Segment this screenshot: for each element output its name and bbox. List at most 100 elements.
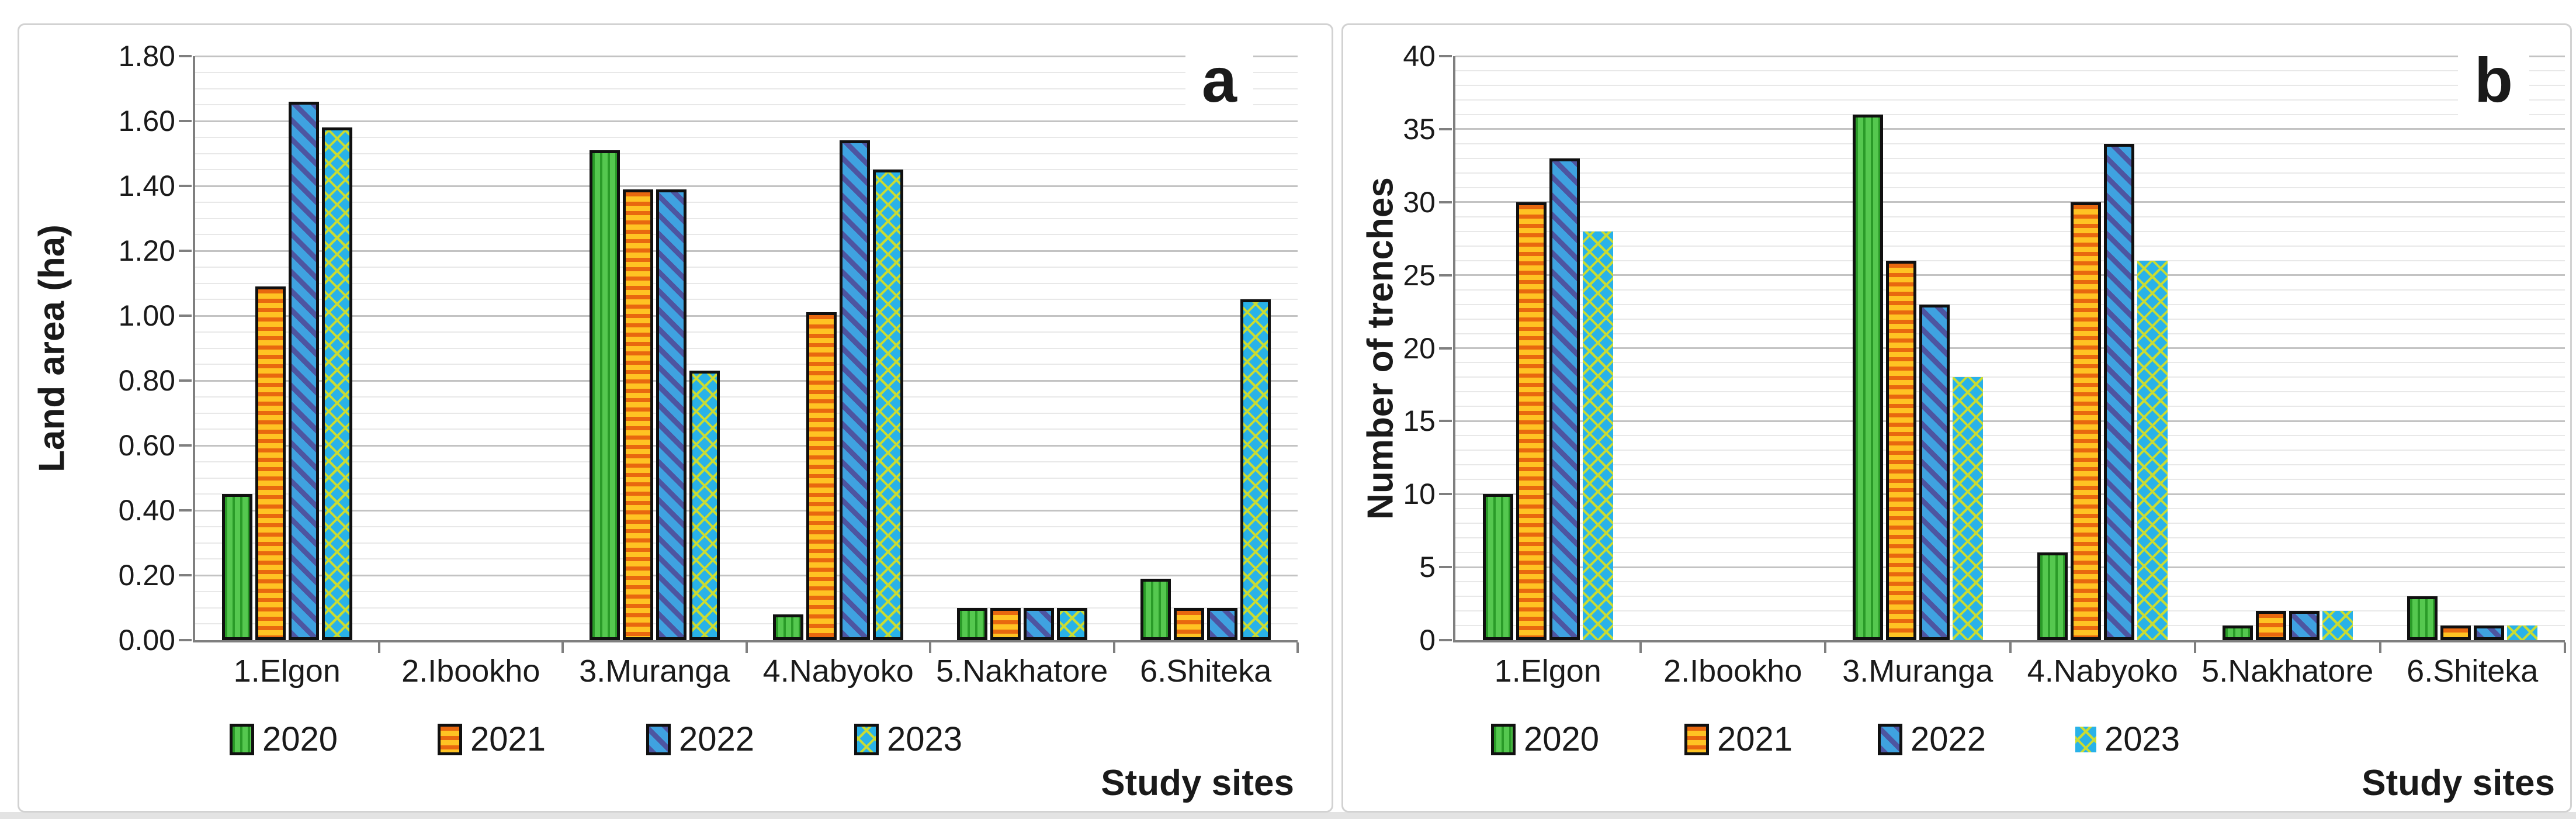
bar-2023-6.Shiteka bbox=[1240, 299, 1271, 640]
gridline-minor bbox=[1455, 260, 2565, 261]
bar-2020-5.Nakhatore bbox=[2222, 626, 2253, 640]
legend-item-2021: 2021 bbox=[438, 723, 546, 756]
bar-2023-5.Nakhatore bbox=[2322, 611, 2353, 640]
y-tick-label: 10 bbox=[1403, 478, 1436, 511]
x-category-label: 6.Shiteka bbox=[1140, 654, 1272, 689]
y-tick-label: 0.40 bbox=[118, 494, 175, 527]
gridline-minor bbox=[1455, 216, 2565, 217]
y-tick-mark bbox=[179, 55, 192, 57]
bar-2020-6.Shiteka bbox=[1140, 578, 1171, 640]
y-tick-label: 0 bbox=[1419, 624, 1436, 656]
gridline-minor bbox=[195, 169, 1298, 171]
y-tick-mark bbox=[179, 574, 192, 576]
gridline-minor bbox=[1455, 70, 2565, 71]
bar-2021-1.Elgon bbox=[1516, 202, 1547, 640]
gridline-minor bbox=[1455, 362, 2565, 364]
legend-swatch-2023 bbox=[2075, 727, 2096, 752]
y-tick-label: 30 bbox=[1403, 185, 1436, 219]
x-tick-mark bbox=[1639, 642, 1642, 653]
gridline-minor bbox=[195, 477, 1298, 479]
y-tick-label: 20 bbox=[1403, 331, 1436, 365]
bar-2023-3.Muranga bbox=[1952, 377, 1983, 640]
bar-2023-6.Shiteka bbox=[2507, 626, 2538, 640]
gridline-minor bbox=[195, 461, 1298, 462]
plot-area bbox=[179, 55, 1299, 653]
bar-2022-4.Nabyoko bbox=[840, 140, 871, 640]
bar-2023-3.Muranga bbox=[689, 371, 720, 640]
bar-2020-6.Shiteka bbox=[2407, 596, 2438, 640]
gridline-minor bbox=[1455, 376, 2565, 378]
y-tick-labels: 0.00 0.20 0.40 0.60 0.80 1.00 1.20 1.40 1.60 1.80 bbox=[19, 42, 175, 655]
legend-item-2020: 2020 bbox=[230, 723, 338, 756]
panel-label: b bbox=[2458, 45, 2529, 115]
x-axis-title: Study sites bbox=[2362, 763, 2555, 803]
bar-2022-3.Muranga bbox=[1919, 304, 1950, 640]
y-tick-mark bbox=[179, 250, 192, 252]
bar-2020-3.Muranga bbox=[589, 150, 620, 640]
gridline-minor bbox=[1455, 464, 2565, 466]
legend-swatch-2021 bbox=[438, 724, 462, 755]
gridline-minor bbox=[1455, 406, 2565, 407]
y-tick-mark bbox=[179, 444, 192, 447]
y-tick-label: 40 bbox=[1403, 40, 1436, 72]
x-tick-mark bbox=[1296, 642, 1299, 653]
y-tick-label: 0.60 bbox=[118, 429, 175, 462]
x-tick-mark bbox=[2379, 642, 2381, 653]
gridline-minor bbox=[1455, 113, 2565, 115]
gridline-minor bbox=[195, 542, 1298, 544]
gridline-minor bbox=[195, 266, 1298, 268]
gridline-major bbox=[1455, 493, 2565, 495]
gridline-minor bbox=[195, 299, 1298, 300]
y-tick-mark bbox=[1439, 566, 1452, 569]
gridline-minor bbox=[1455, 230, 2565, 232]
bar-2021-5.Nakhatore bbox=[990, 607, 1021, 640]
bar-2023-4.Nabyoko bbox=[873, 170, 904, 640]
y-tick-label: 0.20 bbox=[118, 559, 175, 592]
x-tick-mark bbox=[2564, 642, 2566, 653]
bar-2020-4.Nabyoko bbox=[2037, 552, 2068, 640]
y-tick-mark bbox=[179, 185, 192, 187]
gridline-major bbox=[195, 574, 1298, 576]
x-category-labels: 1.Elgon 2.Ibookho 3.Muranga 4.Nabyoko 5.Nakh… bbox=[1455, 655, 2565, 696]
gridline-major bbox=[195, 444, 1298, 447]
gridline-minor bbox=[1455, 333, 2565, 334]
gridline-major bbox=[1455, 128, 2565, 130]
x-tick-mark bbox=[2009, 642, 2012, 653]
y-tick-mark bbox=[179, 315, 192, 317]
y-tick-label: 1.80 bbox=[118, 40, 175, 72]
y-tick-label: 1.40 bbox=[118, 170, 175, 202]
gridline-major bbox=[195, 379, 1298, 382]
gridline-minor bbox=[195, 396, 1298, 398]
gridline-minor bbox=[1455, 245, 2565, 247]
gridline-minor bbox=[195, 153, 1298, 154]
y-tick-mark bbox=[1439, 274, 1452, 277]
bar-2020-1.Elgon bbox=[221, 494, 252, 640]
gridline-major bbox=[1455, 566, 2565, 568]
gridline-minor bbox=[195, 428, 1298, 430]
gridline-minor bbox=[195, 623, 1298, 625]
y-tick-mark bbox=[179, 639, 192, 641]
legend-item-2023: 2023 bbox=[2075, 723, 2180, 756]
legend-swatch-2022 bbox=[1878, 724, 1902, 755]
gridline-minor bbox=[1455, 552, 2565, 554]
y-tick-label: 1.20 bbox=[118, 234, 175, 267]
bar-2021-4.Nabyoko bbox=[806, 312, 837, 640]
gridline-major bbox=[195, 509, 1298, 512]
legend-swatch-2023 bbox=[854, 724, 879, 755]
y-tick-label: 15 bbox=[1403, 405, 1436, 438]
x-tick-mark bbox=[561, 642, 564, 653]
x-axis-line bbox=[1453, 640, 2565, 642]
bar-2023-4.Nabyoko bbox=[2137, 260, 2168, 640]
bar-2022-1.Elgon bbox=[1549, 158, 1580, 640]
y-tick-label: 5 bbox=[1419, 551, 1436, 584]
bar-2022-6.Shiteka bbox=[2474, 626, 2505, 640]
page-bottom-strip bbox=[0, 812, 2576, 819]
gridline-minor bbox=[195, 347, 1298, 349]
gridline-minor bbox=[1455, 537, 2565, 539]
gridline-minor bbox=[1455, 450, 2565, 451]
bar-2022-5.Nakhatore bbox=[2289, 611, 2320, 640]
legend-swatch-2020 bbox=[1491, 724, 1516, 755]
gridline-minor bbox=[195, 607, 1298, 609]
bar-2021-3.Muranga bbox=[622, 189, 653, 640]
gridline-minor bbox=[195, 234, 1298, 236]
